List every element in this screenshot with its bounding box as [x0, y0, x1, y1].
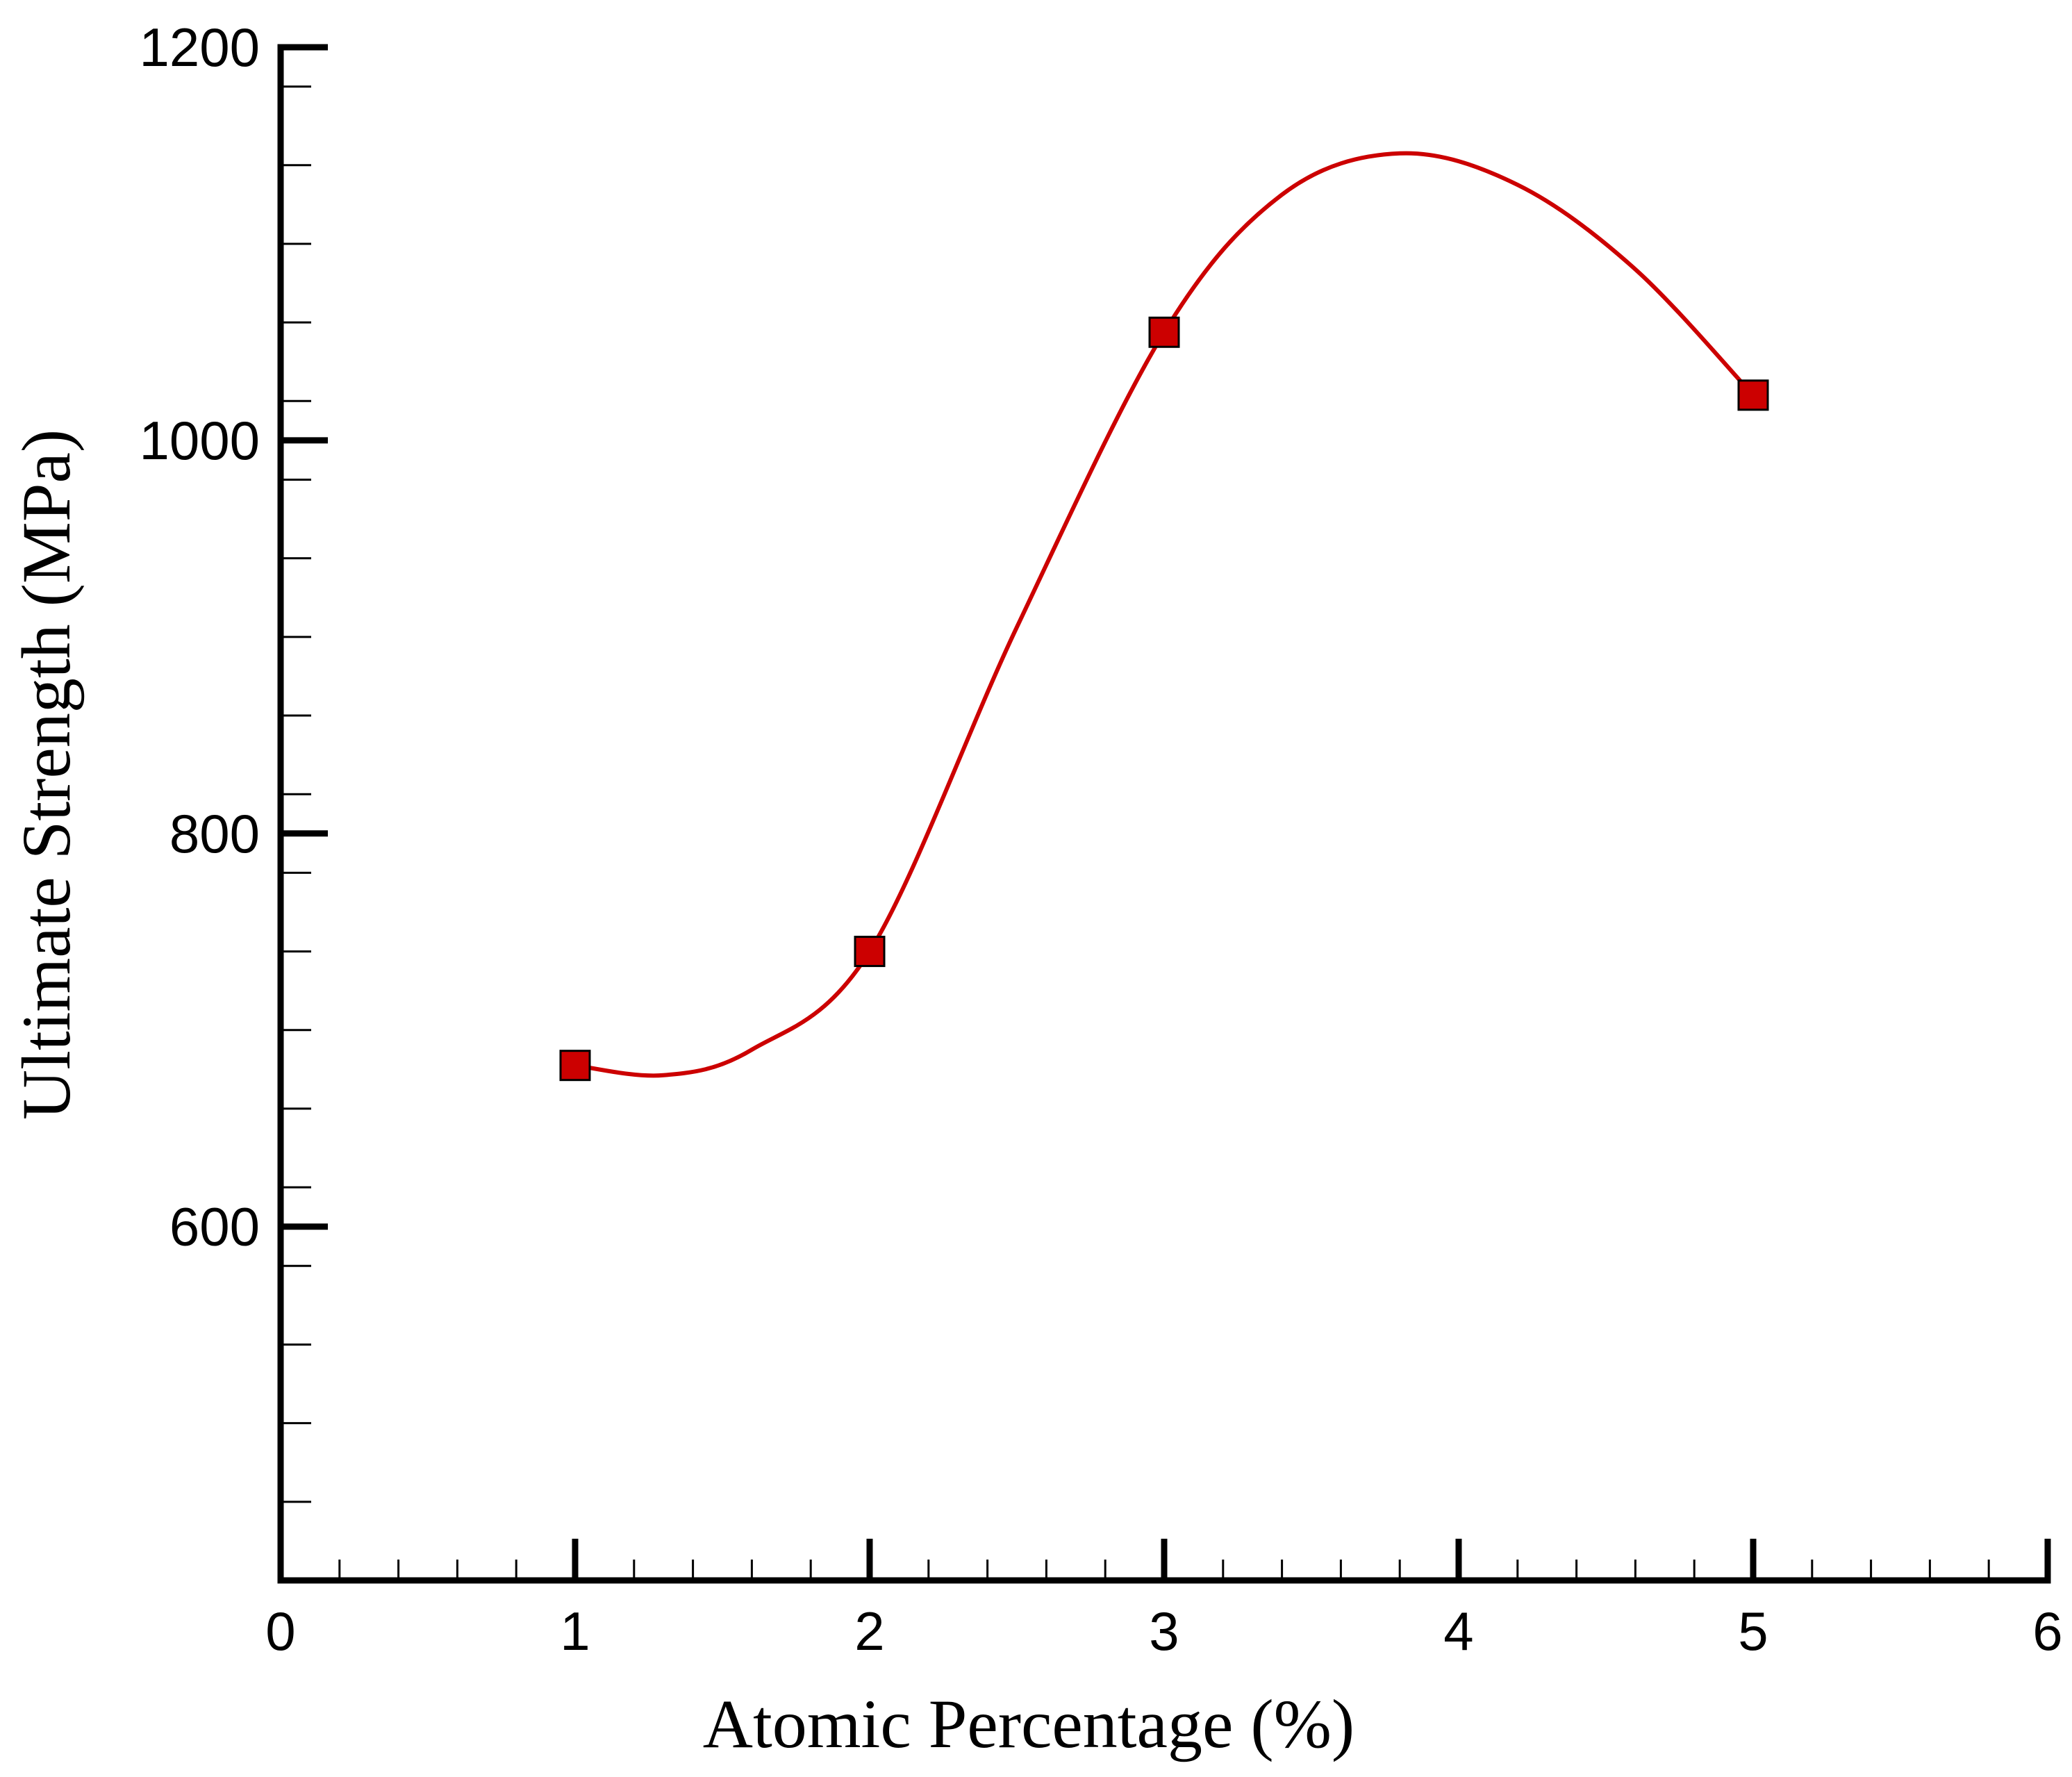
- x-axis-title: Atomic Percentage (%): [703, 1685, 1354, 1762]
- x-tick-label: 0: [265, 1601, 295, 1662]
- x-tick-label: 2: [854, 1601, 884, 1662]
- axes: [277, 44, 2051, 1584]
- y-tick-label: 800: [169, 803, 260, 864]
- data-point: [854, 936, 886, 968]
- y-tick-label: 1200: [139, 17, 260, 78]
- x-ticks: 0 1 2 3 4 5 6: [265, 1539, 2063, 1662]
- y-axis-title: Ultimate Strength (MPa): [8, 429, 85, 1120]
- data-point: [1148, 316, 1180, 348]
- x-tick-label: 6: [2032, 1601, 2062, 1662]
- y-ticks: 600 800 1000 1200: [139, 17, 328, 1503]
- x-tick-label: 1: [560, 1601, 590, 1662]
- curve-layer: [574, 151, 1755, 1078]
- marker-layer: [559, 316, 1769, 1082]
- series-line: [574, 151, 1755, 1078]
- y-tick-label: 1000: [139, 410, 260, 471]
- x-tick-label: 3: [1149, 1601, 1179, 1662]
- data-point: [1737, 379, 1769, 411]
- x-tick-label: 4: [1443, 1601, 1473, 1662]
- x-tick-label: 5: [1738, 1601, 1768, 1662]
- data-point: [559, 1050, 591, 1082]
- y-tick-label: 600: [169, 1196, 260, 1257]
